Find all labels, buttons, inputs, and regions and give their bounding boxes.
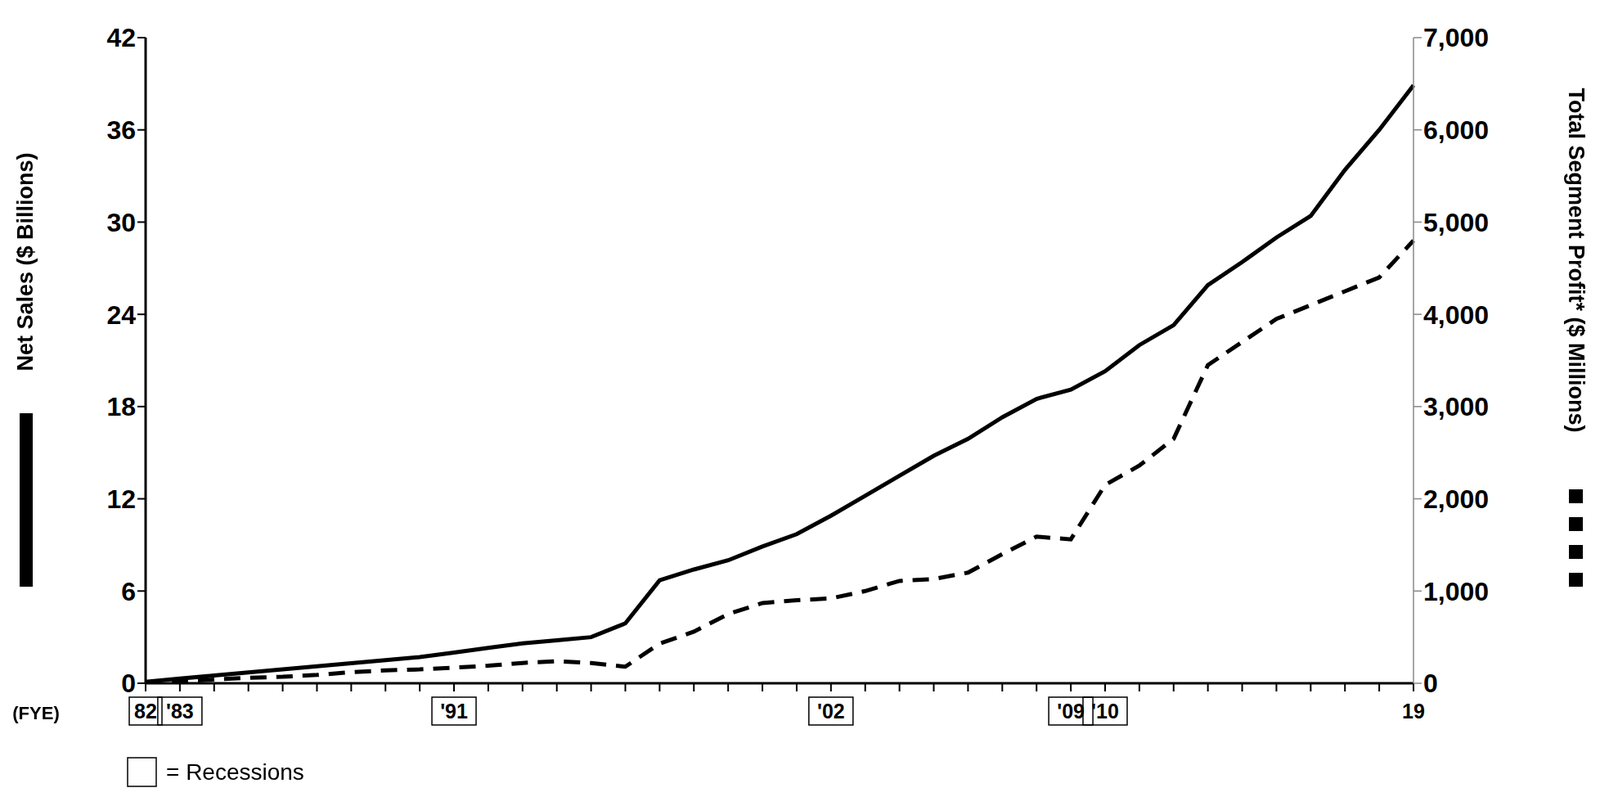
svg-text:'91: '91: [440, 699, 468, 723]
svg-text:6: 6: [121, 576, 136, 607]
svg-text:18: 18: [106, 391, 136, 422]
svg-text:82: 82: [134, 699, 158, 723]
svg-text:1,000: 1,000: [1423, 576, 1489, 607]
svg-text:0: 0: [1423, 668, 1439, 698]
svg-text:Total Segment Profit* ($ Milli: Total Segment Profit* ($ Millions): [1564, 87, 1589, 432]
svg-text:24: 24: [106, 300, 136, 330]
svg-text:'09: '09: [1056, 699, 1085, 723]
svg-text:36: 36: [106, 115, 136, 145]
svg-text:'02: '02: [817, 699, 845, 723]
svg-text:2,000: 2,000: [1423, 484, 1489, 514]
svg-text:= Recessions: = Recessions: [166, 759, 305, 785]
svg-text:19: 19: [1402, 699, 1425, 723]
svg-text:30: 30: [106, 207, 136, 238]
svg-text:Net Sales ($ Billions): Net Sales ($ Billions): [13, 152, 38, 371]
svg-text:6,000: 6,000: [1423, 115, 1489, 145]
svg-text:'10: '10: [1091, 699, 1120, 723]
svg-text:5,000: 5,000: [1423, 207, 1489, 238]
svg-text:'83: '83: [166, 699, 194, 723]
svg-text:7,000: 7,000: [1423, 22, 1489, 53]
svg-text:4,000: 4,000: [1423, 300, 1489, 330]
svg-text:42: 42: [106, 22, 136, 53]
svg-text:0: 0: [121, 668, 136, 698]
svg-text:12: 12: [106, 484, 136, 514]
svg-text:3,000: 3,000: [1423, 391, 1489, 422]
svg-text:(FYE): (FYE): [12, 702, 59, 724]
